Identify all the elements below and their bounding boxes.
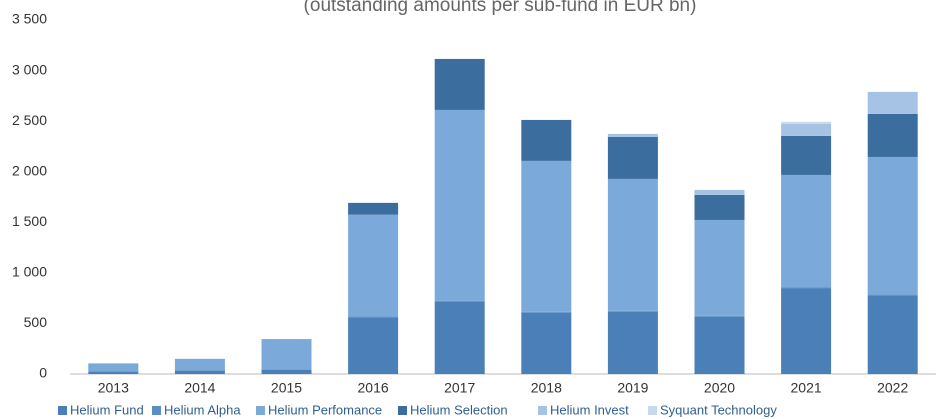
legend-swatch <box>398 406 407 415</box>
x-tick-label: 2021 <box>791 380 822 396</box>
bar-segment <box>348 316 399 318</box>
bar-segment <box>867 294 918 296</box>
bar-segment <box>694 194 745 220</box>
legend-swatch <box>58 406 67 415</box>
bar-segment <box>174 370 225 371</box>
y-tick-label: 500 <box>24 314 48 330</box>
x-tick-label: 2013 <box>98 380 129 396</box>
bar-segment <box>348 317 399 374</box>
y-tick-label: 1 000 <box>12 264 47 280</box>
bar-segment <box>261 369 312 374</box>
bar-segment <box>607 310 658 312</box>
bar-segment <box>694 189 745 195</box>
y-tick-label: 3 500 <box>12 11 47 27</box>
bar-segment <box>434 109 485 301</box>
legend-label: Syquant Technology <box>660 402 777 417</box>
y-tick-label: 2 500 <box>12 112 47 128</box>
legend-label: Helium Invest <box>550 402 629 417</box>
legend-label: Helium Fund <box>70 402 144 417</box>
bar-segment <box>434 58 485 110</box>
x-tick-label: 2017 <box>444 380 475 396</box>
legend-label: Helium Alpha <box>164 402 241 417</box>
bar-segment <box>607 311 658 374</box>
bar-segment <box>434 300 485 302</box>
bar-segment <box>607 178 658 311</box>
chart-subtitle: (outstanding amounts per sub-fund in EUR… <box>304 0 697 16</box>
bar-segment <box>88 371 139 374</box>
y-tick-label: 0 <box>39 365 47 381</box>
x-tick-label: 2015 <box>271 380 302 396</box>
bar-segment <box>694 315 745 317</box>
bar-segment <box>434 301 485 374</box>
x-tick-label: 2022 <box>877 380 908 396</box>
bar-segment <box>867 295 918 374</box>
bar-segment <box>348 202 399 215</box>
bar-segment <box>607 133 658 137</box>
bar-segment <box>867 91 918 114</box>
bar-segment <box>521 311 572 313</box>
legend-swatch <box>538 406 547 415</box>
x-tick-label: 2020 <box>704 380 735 396</box>
bar-segment <box>694 316 745 374</box>
bar-segment <box>521 160 572 312</box>
bar-segment <box>261 339 312 370</box>
legend-label: Helium Perfomance <box>268 402 382 417</box>
bar-segment <box>521 312 572 374</box>
y-tick-label: 1 500 <box>12 213 47 229</box>
x-tick-label: 2016 <box>358 380 389 396</box>
x-tick-label: 2014 <box>184 380 215 396</box>
y-tick-label: 3 000 <box>12 61 47 77</box>
bar-segment <box>781 288 832 374</box>
bar-segment <box>174 370 225 374</box>
bar-segment <box>781 287 832 289</box>
bar-segment <box>867 113 918 157</box>
x-tick-label: 2019 <box>617 380 648 396</box>
x-tick-label: 2018 <box>531 380 562 396</box>
bar-segment <box>781 121 832 124</box>
bar-segment <box>781 135 832 175</box>
bar-segment <box>521 119 572 161</box>
bar-segment <box>867 156 918 295</box>
legend-label: Helium Selection <box>410 402 508 417</box>
bar-segment <box>781 123 832 136</box>
bar-segment <box>88 371 139 372</box>
y-tick-label: 2 000 <box>12 162 47 178</box>
legend-swatch <box>256 406 265 415</box>
bar-segment <box>261 369 312 370</box>
legend-swatch <box>152 406 161 415</box>
bar-segment <box>694 219 745 316</box>
bar-segment <box>781 174 832 288</box>
bar-segment <box>607 136 658 179</box>
bar-segment <box>348 214 399 317</box>
bar-segment <box>174 358 225 371</box>
bar-segment <box>88 363 139 372</box>
legend-swatch <box>648 406 657 415</box>
